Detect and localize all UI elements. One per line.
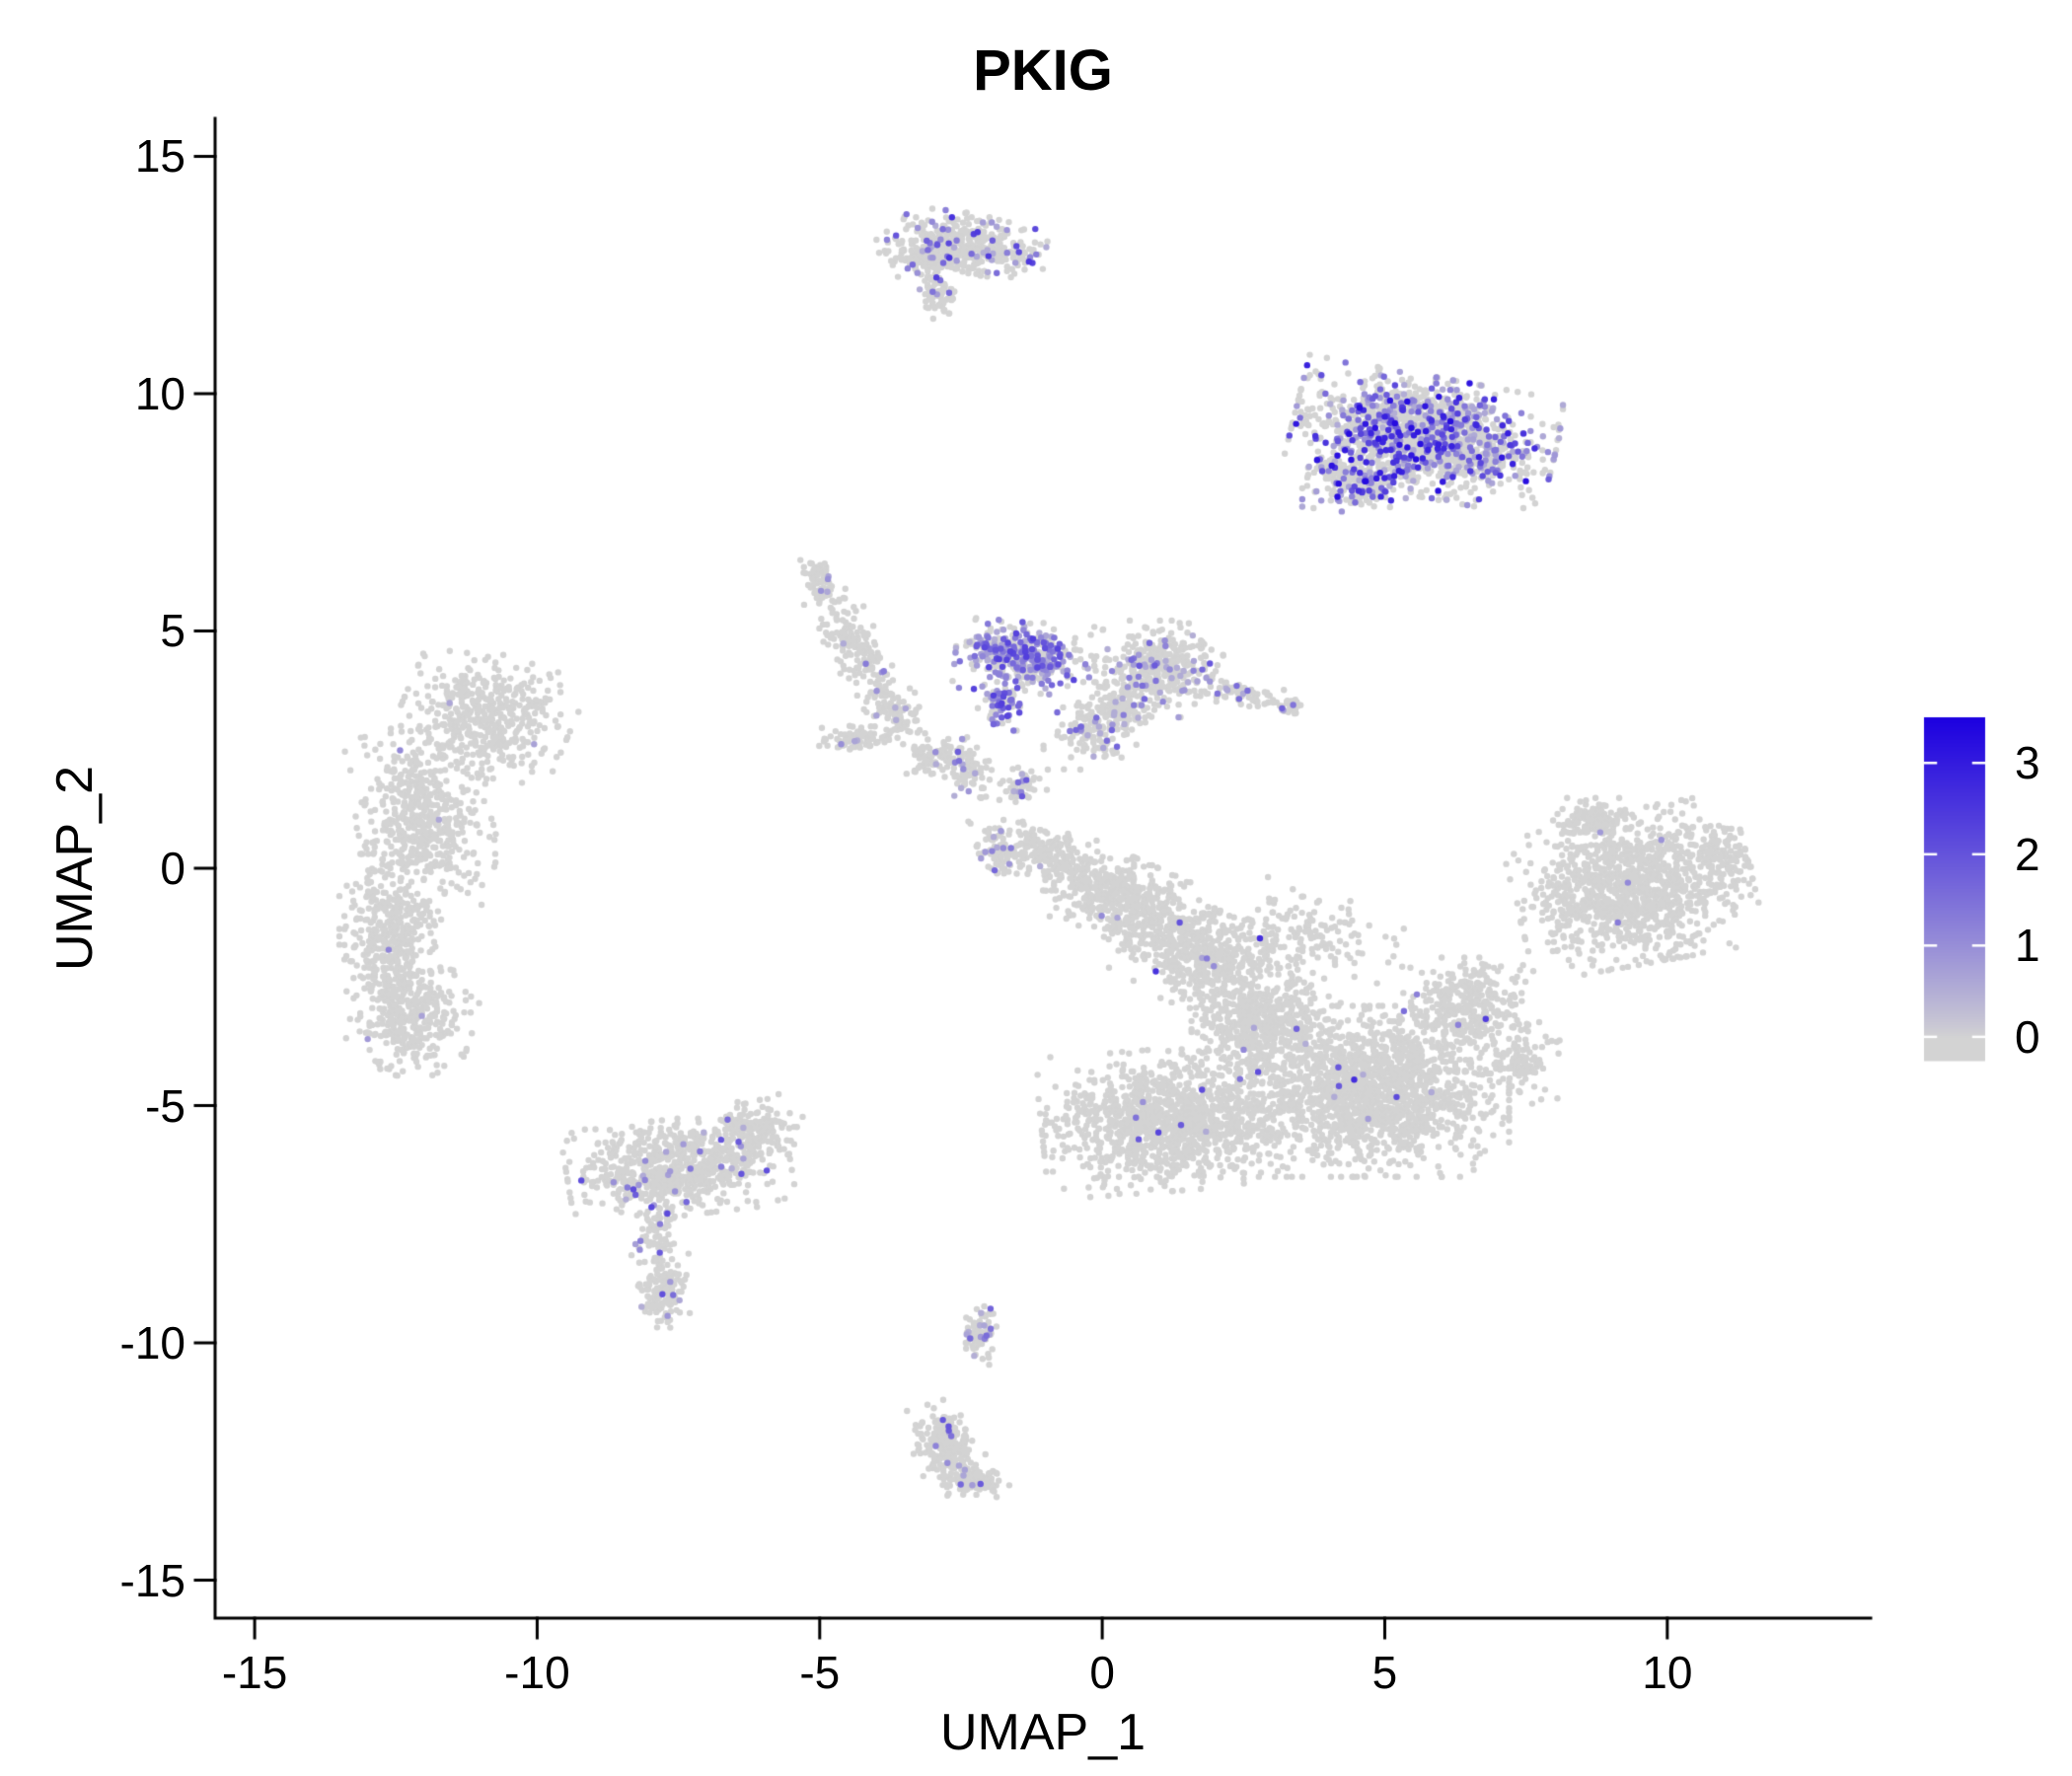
legend-tick-label: 0 — [2015, 1010, 2040, 1063]
y-tick-label: 5 — [160, 605, 185, 657]
x-tick-label: 10 — [1642, 1647, 1693, 1698]
y-tick-label: -5 — [145, 1079, 185, 1132]
x-tick-label: -15 — [221, 1647, 288, 1698]
plot-title: PKIG — [973, 38, 1113, 103]
x-tick-label: 5 — [1371, 1647, 1398, 1698]
x-tick-label: 0 — [1089, 1647, 1115, 1698]
y-axis-label: UMAP_2 — [46, 765, 104, 972]
legend-tick-label: 3 — [2015, 737, 2040, 789]
y-tick-label: -15 — [119, 1554, 185, 1606]
x-tick-label: -5 — [799, 1647, 841, 1698]
x-axis-label: UMAP_1 — [939, 1704, 1147, 1761]
legend-tick-label: 1 — [2015, 920, 2040, 972]
y-tick-label: 0 — [160, 843, 185, 894]
y-tick-label: 15 — [134, 130, 185, 183]
y-tick-label: -10 — [119, 1317, 185, 1369]
x-tick-label: -10 — [504, 1647, 570, 1698]
y-tick-label: 10 — [134, 367, 185, 419]
legend-tick-label: 2 — [2015, 828, 2040, 880]
